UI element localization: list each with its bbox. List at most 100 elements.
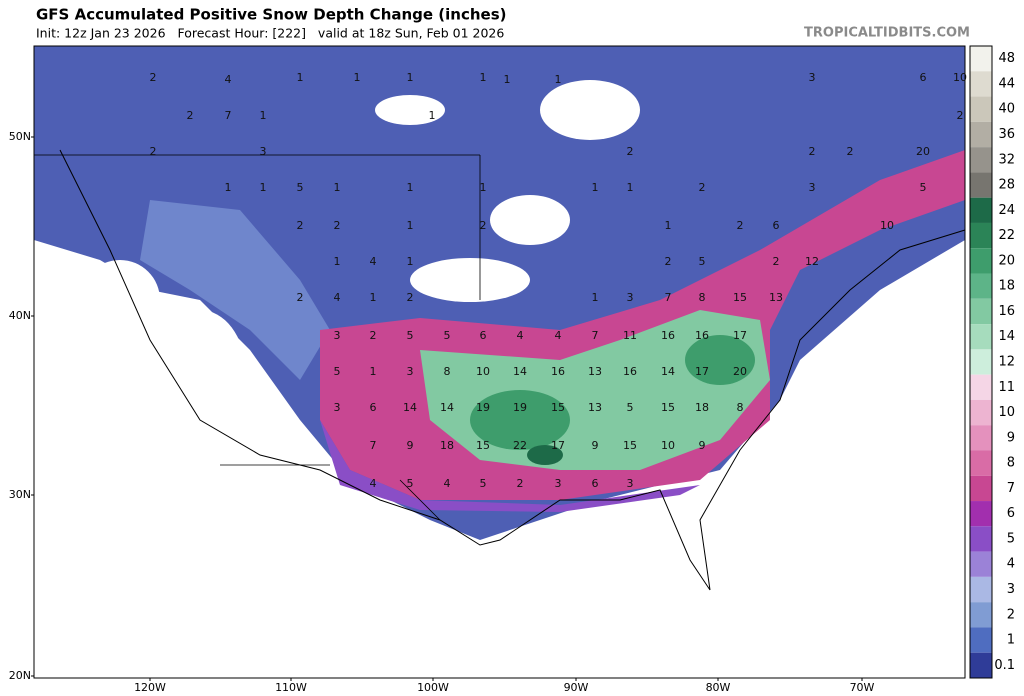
colorbar-segment [970,248,992,274]
contour-label: 17 [733,329,747,342]
contour-label: 9 [592,439,599,452]
contour-label: 2 [297,291,304,304]
colorbar-label: 4 [1007,557,1015,572]
colorbar-segment [970,450,992,476]
contour-label: 17 [551,439,565,452]
lat-label: 20N [9,669,31,682]
colorbar-segment [970,602,992,628]
contour-label: 13 [588,401,602,414]
contour-label: 2 [150,71,157,84]
colorbar-label: 22 [998,228,1015,243]
contour-label: 16 [623,365,637,378]
contour-label: 8 [737,401,744,414]
colorbar-segment [970,324,992,350]
colorbar: 4844403632282422201816141211109876543210… [969,45,1015,679]
colorbar-segment [970,374,992,400]
lon-label: 120W [134,681,166,694]
contour-label: 6 [370,401,377,414]
contour-label: 1 [260,181,267,194]
axes: 50N 40N 30N 20N 120W 110W 100W 90W 80W 70W [9,130,875,694]
map-field [33,45,966,679]
contour-label: 5 [480,477,487,490]
contour-label: 1 [480,181,487,194]
contour-label: 14 [440,401,454,414]
contour-label: 2 [847,145,854,158]
contour-label: 1 [334,255,341,268]
contour-label: 5 [334,365,341,378]
colorbar-label: 24 [998,203,1015,218]
colorbar-segment [970,46,992,72]
lon-label: 70W [850,681,875,694]
contour-label: 3 [334,401,341,414]
colorbar-segment [970,298,992,325]
contour-label: 2 [517,477,524,490]
contour-label: 20 [916,145,930,158]
lon-label: 100W [417,681,449,694]
colorbar-label: 20 [998,253,1015,268]
colorbar-label: 3 [1007,582,1015,597]
contour-label: 9 [699,439,706,452]
subtitle: Init: 12z Jan 23 2026 Forecast Hour: [22… [36,26,504,41]
colorbar-label: 48 [998,51,1015,66]
contour-label: 1 [354,71,361,84]
contour-label: 2 [809,145,816,158]
contour-label: 10 [476,365,490,378]
colorbar-segment [970,222,992,249]
colorbar-segment [970,475,992,502]
contour-label: 20 [733,365,747,378]
contour-label: 7 [370,439,377,452]
contour-label: 2 [957,109,964,122]
watermark: TROPICALTIDBITS.COM [804,26,970,41]
contour-label: 3 [407,365,414,378]
contour-label: 5 [627,401,634,414]
contour-label: 15 [551,401,565,414]
contour-label: 1 [297,71,304,84]
contour-label: 1 [407,181,414,194]
colorbar-label: 7 [1007,481,1015,496]
contour-label: 18 [695,401,709,414]
contour-label: 15 [661,401,675,414]
contour-label: 10 [880,219,894,232]
contour-label: 1 [407,71,414,84]
contour-label: 1 [370,291,377,304]
colorbar-label: 5 [1007,531,1015,546]
colorbar-label: 40 [998,102,1015,117]
contour-label: 16 [661,329,675,342]
contour-label: 15 [476,439,490,452]
contour-label: 4 [555,329,562,342]
contour-label: 1 [429,109,436,122]
contour-label: 3 [809,71,816,84]
contour-label: 6 [480,329,487,342]
contour-label: 2 [407,291,414,304]
colorbar-segment [970,96,992,122]
contour-label: 2 [773,255,780,268]
contour-label: 7 [665,291,672,304]
contour-label: 2 [480,219,487,232]
contour-label: 2 [187,109,194,122]
colorbar-segment [970,551,992,577]
contour-label: 5 [407,477,414,490]
contour-label: 1 [480,71,487,84]
colorbar-frame [969,45,993,679]
contour-label: 1 [627,181,634,194]
contour-label: 6 [920,71,927,84]
colorbar-label: 14 [998,329,1015,344]
colorbar-label: 1 [1007,633,1015,648]
contour-label: 4 [225,73,232,86]
contour-label: 10 [953,71,967,84]
contour-label: 19 [476,401,490,414]
lat-label: 40N [9,309,31,322]
contour-labels: 2 4 1 1 1 1 1 1 3 6 102 7 1 1 22 3 2 2 2 201 1 5 1 1 1 1 1 2 3 52 2 1 2 1… [150,71,968,490]
contour-label: 8 [699,291,706,304]
colorbar-label: 11 [998,380,1015,395]
colorbar-label: 10 [998,405,1015,420]
lat-label: 30N [9,488,31,501]
colorbar-label: 2 [1007,607,1015,622]
colorbar-segment [970,121,992,148]
contour-label: 2 [334,219,341,232]
contour-label: 13 [588,365,602,378]
contour-label: 4 [444,477,451,490]
contour-label: 12 [805,255,819,268]
contour-label: 3 [260,145,267,158]
lat-label: 50N [9,130,31,143]
